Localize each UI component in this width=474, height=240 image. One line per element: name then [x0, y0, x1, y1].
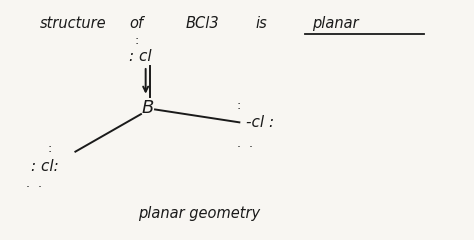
Text: : cl:: : cl: — [31, 159, 59, 174]
Text: : cl: : cl — [129, 49, 152, 64]
Text: .  .: . . — [237, 137, 253, 150]
Text: of: of — [129, 16, 143, 31]
Text: planar geometry: planar geometry — [138, 206, 261, 221]
Text: :: : — [135, 34, 143, 47]
Text: :: : — [237, 99, 245, 112]
Text: planar: planar — [312, 16, 358, 31]
Text: :: : — [47, 142, 52, 155]
Text: .  .: . . — [26, 177, 42, 190]
Text: B: B — [142, 99, 154, 117]
Text: BCl3: BCl3 — [185, 16, 219, 31]
Text: structure: structure — [40, 16, 107, 31]
Text: -cl :: -cl : — [246, 115, 274, 130]
Text: is: is — [256, 16, 267, 31]
